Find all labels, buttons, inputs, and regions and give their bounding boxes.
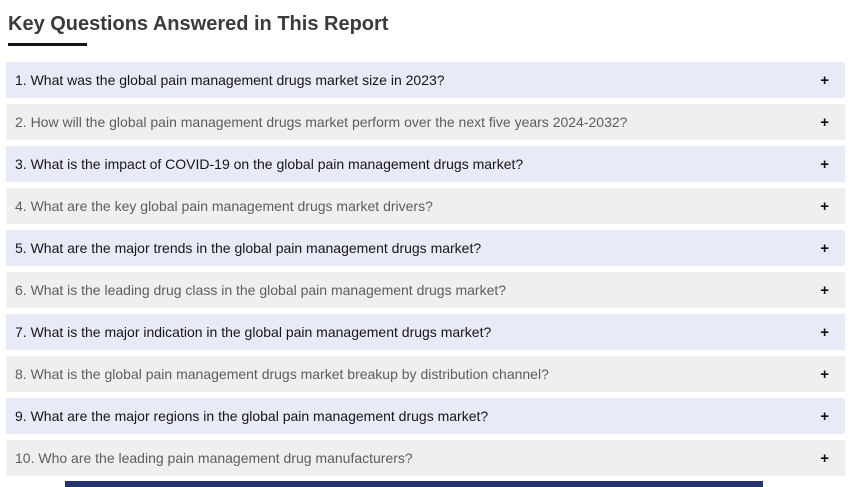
faq-question-label: 9. What are the major regions in the glo… xyxy=(15,408,489,424)
plus-icon[interactable]: + xyxy=(820,197,829,215)
faq-question-label: 5. What are the major trends in the glob… xyxy=(15,240,482,256)
faq-accordion: 1. What was the global pain management d… xyxy=(6,62,845,476)
faq-item-1[interactable]: 1. What was the global pain management d… xyxy=(6,62,845,98)
faq-question-label: 6. What is the leading drug class in the… xyxy=(15,282,507,298)
section-divider-bar xyxy=(65,481,763,487)
faq-item-5[interactable]: 5. What are the major trends in the glob… xyxy=(6,230,845,266)
faq-question-label: 1. What was the global pain management d… xyxy=(15,72,445,88)
faq-question-label: 3. What is the impact of COVID-19 on the… xyxy=(15,156,524,172)
faq-question-label: 7. What is the major indication in the g… xyxy=(15,324,492,340)
faq-item-4[interactable]: 4. What are the key global pain manageme… xyxy=(6,188,845,224)
plus-icon[interactable]: + xyxy=(820,323,829,341)
plus-icon[interactable]: + xyxy=(820,71,829,89)
report-header: Key Questions Answered in This Report xyxy=(0,0,854,46)
plus-icon[interactable]: + xyxy=(820,281,829,299)
faq-question-label: 8. What is the global pain management dr… xyxy=(15,366,549,382)
faq-item-3[interactable]: 3. What is the impact of COVID-19 on the… xyxy=(6,146,845,182)
faq-item-10[interactable]: 10. Who are the leading pain management … xyxy=(6,440,845,476)
faq-item-8[interactable]: 8. What is the global pain management dr… xyxy=(6,356,845,392)
plus-icon[interactable]: + xyxy=(820,155,829,173)
page-title: Key Questions Answered in This Report xyxy=(8,13,389,35)
faq-item-9[interactable]: 9. What are the major regions in the glo… xyxy=(6,398,845,434)
faq-question-label: 10. Who are the leading pain management … xyxy=(15,450,413,466)
plus-icon[interactable]: + xyxy=(820,407,829,425)
plus-icon[interactable]: + xyxy=(820,239,829,257)
faq-item-6[interactable]: 6. What is the leading drug class in the… xyxy=(6,272,845,308)
faq-question-label: 4. What are the key global pain manageme… xyxy=(15,198,433,214)
plus-icon[interactable]: + xyxy=(820,365,829,383)
faq-question-label: 2. How will the global pain management d… xyxy=(15,114,628,130)
plus-icon[interactable]: + xyxy=(820,113,829,131)
faq-item-2[interactable]: 2. How will the global pain management d… xyxy=(6,104,845,140)
plus-icon[interactable]: + xyxy=(820,449,829,467)
faq-item-7[interactable]: 7. What is the major indication in the g… xyxy=(6,314,845,350)
title-underline xyxy=(8,43,87,46)
